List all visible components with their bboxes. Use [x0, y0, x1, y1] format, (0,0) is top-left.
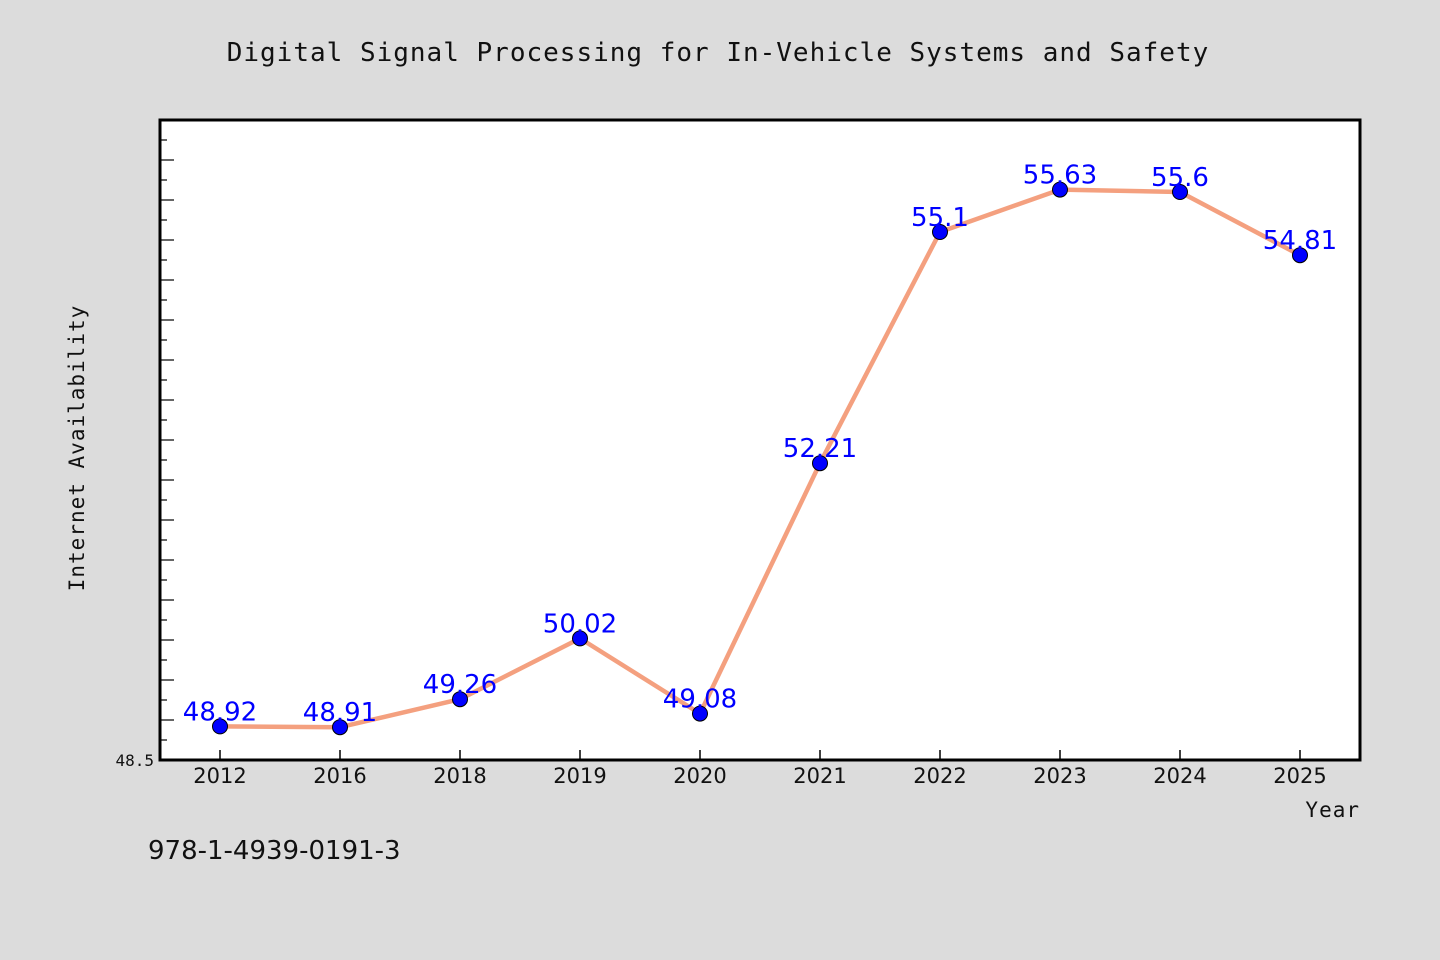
- data-label: 49.26: [423, 670, 497, 700]
- data-label: 48.92: [183, 697, 257, 727]
- x-tick-label: 2012: [193, 764, 246, 788]
- data-point: [452, 691, 468, 708]
- data-point: [332, 719, 348, 736]
- data-point: [1172, 184, 1188, 200]
- isbn-text: 978-1-4939-0191-3: [148, 836, 401, 866]
- data-point: [692, 705, 708, 722]
- x-tick-label: 2021: [793, 764, 846, 788]
- x-tick-label: 2023: [1033, 764, 1086, 788]
- x-tick-label: 2024: [1153, 764, 1206, 788]
- x-tick-label: 2018: [433, 764, 486, 788]
- data-label: 55.1: [911, 203, 969, 233]
- data-point: [212, 718, 228, 735]
- x-tick-label: 2020: [673, 764, 726, 788]
- y-min-tick-label: 48.5: [115, 751, 154, 770]
- x-tick-label: 2022: [913, 764, 966, 788]
- data-label: 55.63: [1023, 161, 1097, 191]
- series-line: [219, 187, 1302, 730]
- data-label: 54.81: [1263, 226, 1337, 256]
- data-point: [932, 224, 948, 240]
- data-point: [1292, 247, 1308, 264]
- data-label: 48.91: [303, 698, 377, 728]
- data-point: [812, 455, 828, 472]
- chart-title: Digital Signal Processing for In-Vehicle…: [227, 38, 1210, 68]
- data-point: [1052, 181, 1068, 198]
- data-point: [572, 630, 588, 647]
- x-axis-ticks: 2012 2016 2018 2019 2020 2021 2022 2023 2024 2025: [193, 750, 1327, 788]
- data-label: 52.21: [783, 434, 857, 464]
- plot-area: [158, 118, 1362, 762]
- data-label: 55.6: [1151, 163, 1209, 193]
- data-label: 50.02: [543, 609, 617, 639]
- x-tick-label: 2019: [553, 764, 606, 788]
- x-axis-label: Year: [1305, 798, 1360, 822]
- data-label: 49.08: [663, 685, 737, 715]
- x-tick-label: 2016: [313, 764, 366, 788]
- x-tick-label: 2025: [1273, 764, 1326, 788]
- y-axis-ticks: [160, 119, 174, 761]
- series-layer: 48.92 48.91 49.26 50.02 49.08 52.21 55.1 55.63 5…: [183, 161, 1337, 736]
- y-axis-label: Internet Availability: [65, 305, 89, 592]
